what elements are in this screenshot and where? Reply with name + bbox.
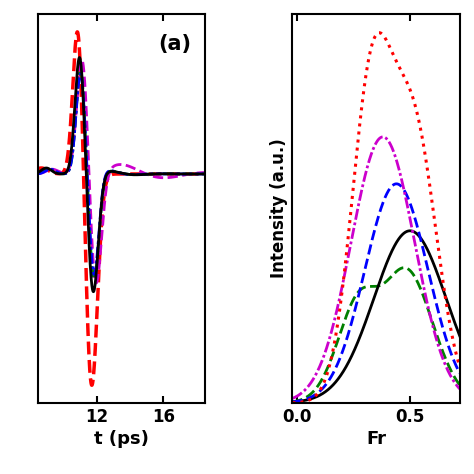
X-axis label: t (ps): t (ps) xyxy=(94,430,149,448)
Y-axis label: Intensity (a.u.): Intensity (a.u.) xyxy=(270,139,288,278)
Text: (a): (a) xyxy=(159,34,191,54)
X-axis label: Fr: Fr xyxy=(366,430,386,448)
